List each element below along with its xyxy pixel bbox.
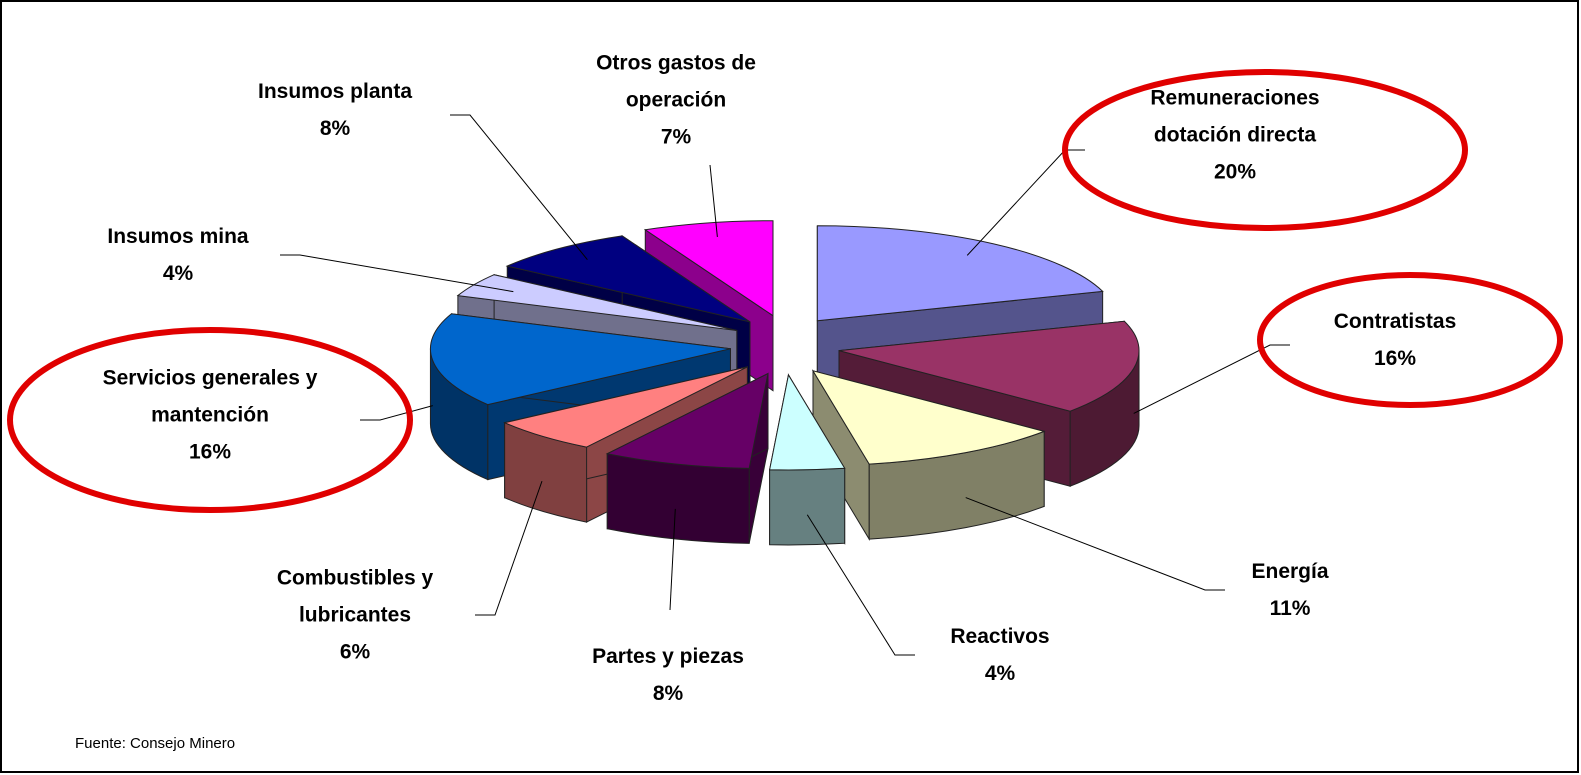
leader-line (475, 480, 543, 616)
value-label: 6% (339, 640, 371, 664)
slice-side (769, 467, 846, 546)
category-label: Contratistas (1333, 310, 1457, 333)
slice-top (811, 370, 1046, 465)
slice-label: Energía 11% (1215, 553, 1365, 627)
value-label: 4% (162, 262, 194, 285)
category-label: Servicios generales y mantención (102, 366, 318, 427)
slice (605, 372, 769, 544)
highlight-ellipse (7, 327, 413, 513)
slice-top (769, 373, 846, 471)
value-label: 4% (984, 662, 1016, 685)
highlight-ellipse (1257, 272, 1563, 408)
value-label: 16% (188, 440, 232, 464)
value-label: 8% (319, 117, 351, 140)
category-label: Reactivos (950, 625, 1050, 648)
slice-label: Partes y piezas 8% (558, 638, 778, 712)
slice-label: Insumos mina 4% (68, 218, 288, 292)
slice-top (838, 320, 1140, 412)
category-label: Insumos planta (257, 80, 413, 103)
slice-top (816, 225, 1104, 322)
slice-top (429, 313, 731, 406)
source-note: Fuente: Consejo Minero (75, 735, 236, 752)
slice-label: Insumos planta 8% (225, 73, 445, 147)
slice-label: Contratistas 16% (1295, 303, 1495, 377)
value-label: 20% (1213, 160, 1257, 184)
category-label: Combustibles y lubricantes (276, 566, 434, 627)
category-label: Energía (1251, 560, 1329, 583)
highlight-ellipse (1062, 69, 1468, 231)
leader-line (450, 114, 588, 260)
category-label: Remuneraciones dotación directa (1150, 86, 1320, 147)
leader-line (1133, 344, 1290, 414)
category-label: Insumos mina (107, 225, 249, 248)
leader-line (360, 405, 433, 421)
slice-label: Reactivos 4% (925, 618, 1075, 692)
slice-label: Otros gastos de operación 7% (581, 45, 771, 156)
slice (769, 373, 846, 546)
leader-line (806, 514, 915, 656)
value-label: 11% (1269, 597, 1311, 620)
value-label: 16% (1373, 347, 1417, 370)
value-label: 8% (652, 682, 684, 705)
category-label: Partes y piezas (592, 645, 744, 668)
slice-top (503, 366, 748, 448)
leader-line (965, 497, 1225, 591)
category-label: Otros gastos de operación (596, 51, 756, 112)
leader-line (669, 508, 676, 611)
slice-label: Remuneraciones dotación directa 20% (1120, 80, 1350, 191)
slice-top (505, 235, 751, 323)
slice (811, 369, 1046, 541)
leader-line (709, 164, 718, 237)
slice-label: Servicios generales y mantención 16% (100, 360, 320, 471)
leader-line (280, 254, 514, 293)
value-label: 7% (660, 125, 692, 149)
slice-top (605, 372, 769, 469)
slice-top (643, 220, 774, 317)
slice-label: Combustibles y lubricantes 6% (268, 560, 443, 671)
